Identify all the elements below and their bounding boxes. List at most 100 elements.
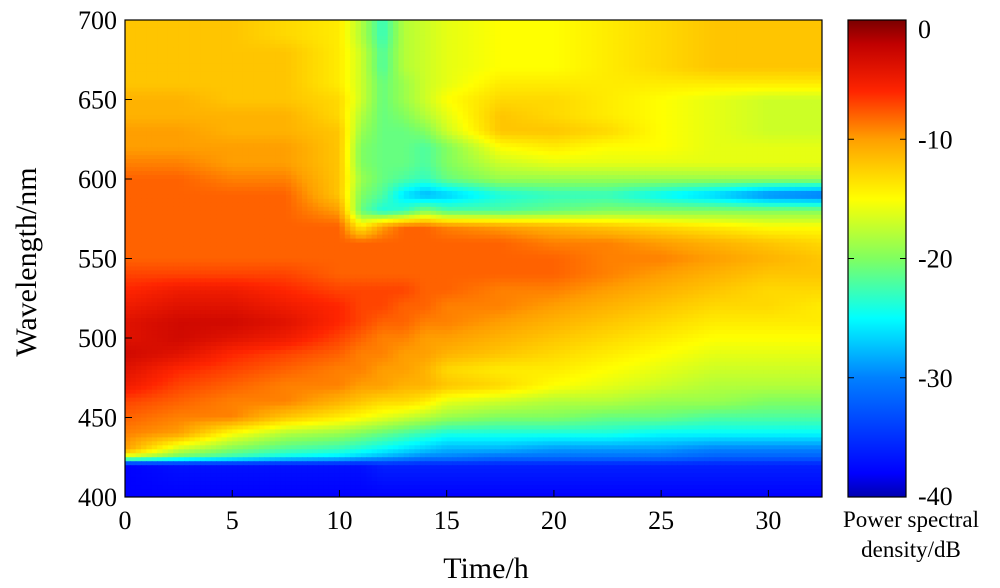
heatmap-cell: [285, 167, 292, 172]
heatmap-cell: [736, 35, 743, 41]
heatmap-cell: [639, 115, 646, 120]
heatmap-cell: [752, 115, 759, 120]
heatmap-cell: [548, 111, 555, 116]
heatmap-cell: [334, 51, 341, 57]
heatmap-cell: [575, 147, 582, 152]
heatmap-cell: [596, 155, 603, 160]
heatmap-cell: [575, 155, 582, 160]
heatmap-cell: [773, 20, 780, 25]
heatmap-cell: [291, 39, 298, 45]
heatmap-cell: [414, 155, 421, 160]
heatmap-cell: [516, 139, 523, 144]
heatmap-cell: [768, 139, 775, 144]
heatmap-cell: [645, 79, 652, 85]
heatmap-cell: [484, 163, 491, 168]
heatmap-cell: [736, 131, 743, 136]
heatmap-cell: [371, 55, 378, 61]
heatmap-cell: [462, 83, 469, 89]
heatmap-cell: [789, 35, 796, 41]
heatmap-cell: [376, 115, 383, 120]
heatmap-cell: [189, 43, 196, 49]
heatmap-cell: [564, 55, 571, 61]
heatmap-cell: [387, 31, 394, 37]
heatmap-cell: [682, 147, 689, 152]
heatmap-cell: [130, 135, 137, 140]
heatmap-cell: [157, 107, 164, 113]
heatmap-cell: [135, 167, 142, 172]
heatmap-cell: [334, 147, 341, 152]
heatmap-cell: [811, 43, 818, 49]
heatmap-cell: [478, 127, 485, 132]
heatmap-cell: [494, 20, 501, 25]
heatmap-cell: [677, 131, 684, 136]
heatmap-cell: [537, 147, 544, 152]
heatmap-cell: [725, 111, 732, 116]
heatmap-cell: [194, 127, 201, 132]
heatmap-cell: [162, 43, 169, 49]
heatmap-cell: [730, 63, 737, 69]
heatmap-cell: [398, 79, 405, 85]
heatmap-cell: [242, 107, 249, 113]
heatmap-cell: [639, 20, 646, 25]
heatmap-cell: [543, 59, 550, 65]
heatmap-cell: [130, 23, 137, 29]
heatmap-cell: [285, 55, 292, 61]
heatmap-cell: [763, 23, 769, 29]
heatmap-cell: [789, 27, 796, 33]
heatmap-cell: [435, 143, 442, 148]
heatmap-cell: [425, 107, 432, 113]
heatmap-cell: [307, 20, 314, 25]
heatmap-cell: [334, 131, 341, 136]
heatmap-cell: [795, 75, 802, 81]
heatmap-cell: [242, 99, 249, 105]
heatmap-cell: [516, 159, 523, 164]
heatmap-cell: [677, 123, 684, 128]
heatmap-cell: [494, 31, 501, 37]
heatmap-cell: [559, 135, 566, 140]
heatmap-cell: [746, 123, 753, 128]
heatmap-cell: [344, 167, 351, 172]
heatmap-cell: [650, 51, 657, 57]
heatmap-cell: [280, 91, 287, 97]
heatmap-cell: [318, 111, 324, 116]
heatmap-cell: [151, 135, 158, 140]
heatmap-cell: [543, 91, 550, 97]
heatmap-cell: [135, 103, 142, 109]
heatmap-cell: [393, 51, 400, 57]
heatmap-cell: [189, 159, 196, 164]
heatmap-cell: [602, 119, 609, 124]
heatmap-cell: [805, 127, 812, 132]
heatmap-cell: [494, 151, 501, 156]
heatmap-cell: [655, 27, 662, 33]
heatmap-cell: [409, 99, 416, 105]
heatmap-cell: [125, 123, 131, 128]
heatmap-cell: [698, 59, 705, 65]
heatmap-cell: [511, 139, 517, 144]
heatmap-cell: [596, 123, 603, 128]
heatmap-cell: [500, 59, 507, 65]
heatmap-cell: [430, 59, 437, 65]
heatmap-cell: [248, 91, 255, 97]
heatmap-cell: [596, 23, 603, 29]
heatmap-cell: [425, 67, 432, 73]
heatmap-cell: [645, 35, 652, 41]
heatmap-cell: [752, 79, 759, 85]
heatmap-cell: [779, 27, 786, 33]
heatmap-cell: [591, 87, 598, 93]
heatmap-cell: [500, 115, 507, 120]
heatmap-cell: [371, 99, 378, 105]
heatmap-cell: [661, 123, 668, 128]
heatmap-cell: [687, 107, 694, 113]
heatmap-cell: [730, 147, 737, 152]
heatmap-cell: [344, 159, 351, 164]
heatmap-cell: [301, 155, 308, 160]
heatmap-cell: [752, 151, 759, 156]
heatmap-cell: [800, 99, 807, 105]
heatmap-cell: [205, 39, 212, 45]
heatmap-cell: [532, 39, 539, 45]
heatmap-cell: [521, 31, 528, 37]
heatmap-cell: [183, 20, 190, 25]
heatmap-cell: [409, 20, 416, 25]
heatmap-cell: [376, 127, 383, 132]
heatmap-cell: [730, 131, 737, 136]
